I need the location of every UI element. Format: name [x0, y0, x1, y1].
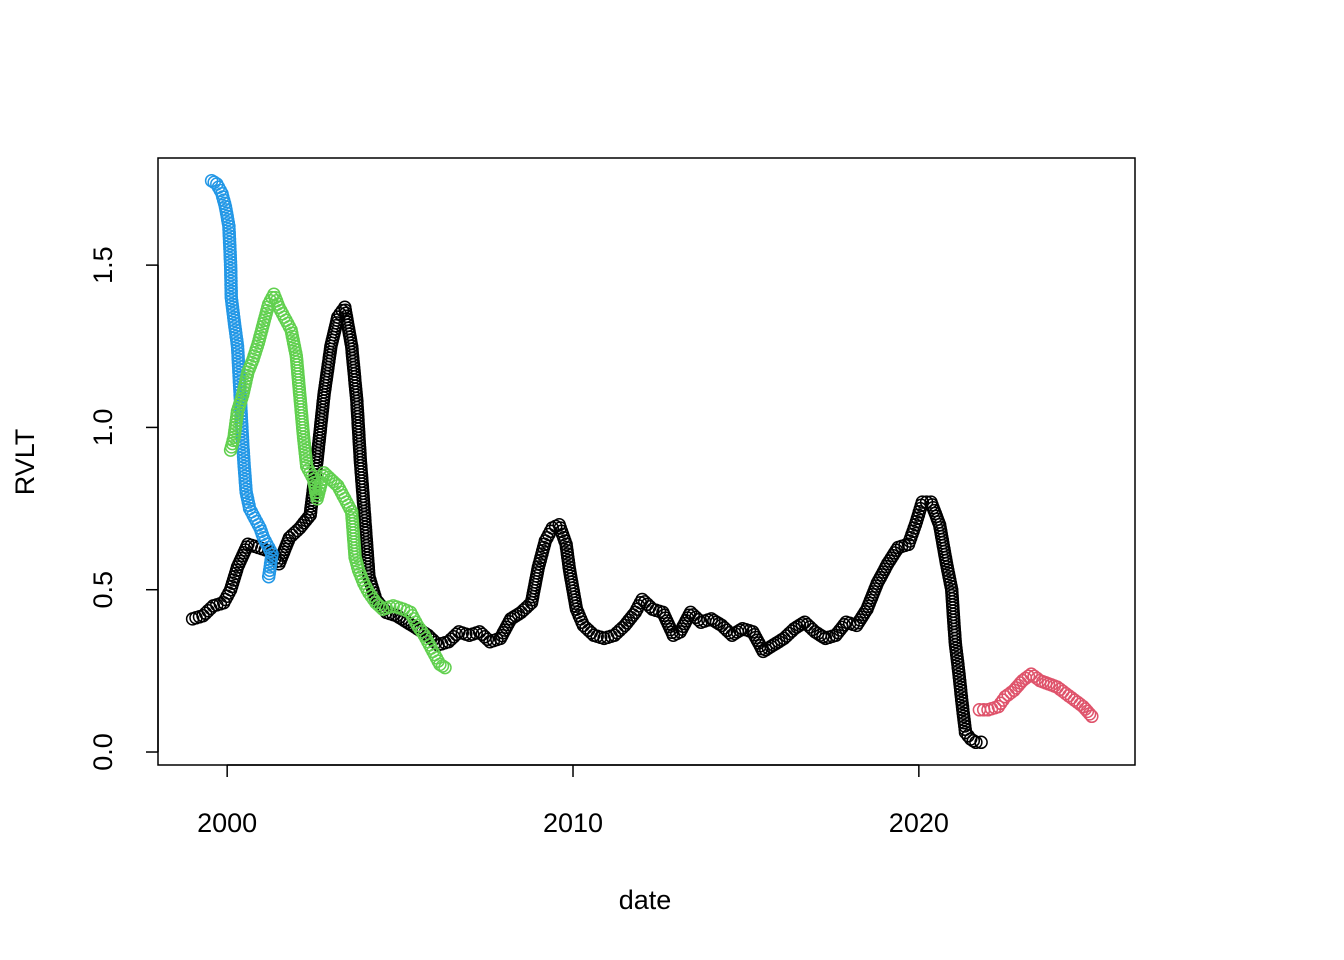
data-point: [222, 232, 237, 246]
series-0: [185, 300, 988, 750]
data-point: [449, 627, 464, 642]
data-point: [261, 569, 276, 584]
data-point: [435, 659, 450, 673]
data-point: [733, 623, 747, 638]
data-point: [969, 735, 983, 750]
data-point: [287, 526, 302, 540]
y-tick-label: 0.0: [88, 733, 118, 771]
data-point: [480, 632, 495, 646]
series-1: [204, 173, 279, 584]
data-point: [415, 625, 429, 639]
x-axis-title: date: [619, 885, 672, 915]
data-point: [1085, 709, 1099, 724]
y-axis: 0.0 0.5 1.0 1.5: [88, 246, 159, 771]
data-point: [290, 523, 304, 538]
data-point: [1011, 678, 1026, 693]
data-point: [438, 660, 452, 675]
data-point: [224, 274, 238, 289]
y-tick-label: 1.0: [88, 409, 118, 447]
data-point: [224, 287, 238, 302]
y-tick-label: 0.5: [88, 571, 118, 609]
x-tick-label: 2000: [197, 808, 257, 838]
data-point: [974, 735, 988, 750]
data-point: [231, 349, 245, 363]
points-layer: [185, 173, 1099, 750]
y-axis-title: RVLT: [10, 429, 40, 496]
data-point: [795, 617, 809, 631]
data-point: [196, 608, 210, 623]
data-point: [581, 623, 596, 638]
series-3: [972, 667, 1099, 724]
y-tick-label: 1.5: [88, 246, 118, 284]
data-point: [198, 606, 213, 621]
data-point: [640, 597, 655, 612]
data-point: [615, 621, 630, 635]
data-point: [915, 495, 930, 509]
data-point: [519, 600, 534, 615]
data-point: [1080, 704, 1095, 719]
series-2: [223, 287, 452, 675]
data-point: [223, 238, 237, 253]
x-tick-label: 2020: [889, 808, 949, 838]
data-point: [966, 733, 981, 748]
data-point: [224, 264, 238, 279]
x-axis: 2000 2010 2020: [197, 764, 949, 838]
data-point: [201, 604, 215, 618]
data-point: [1082, 707, 1097, 721]
data-point: [224, 281, 238, 295]
data-point: [1004, 685, 1018, 700]
data-point: [1021, 669, 1036, 684]
data-point: [223, 258, 238, 272]
data-point: [224, 284, 238, 298]
data-point: [373, 600, 388, 614]
x-tick-label: 2010: [543, 808, 603, 838]
data-point: [223, 245, 237, 259]
data-point: [816, 630, 830, 644]
data-point: [722, 625, 737, 640]
data-point: [612, 623, 627, 638]
data-point: [691, 612, 706, 627]
data-point: [782, 626, 796, 641]
